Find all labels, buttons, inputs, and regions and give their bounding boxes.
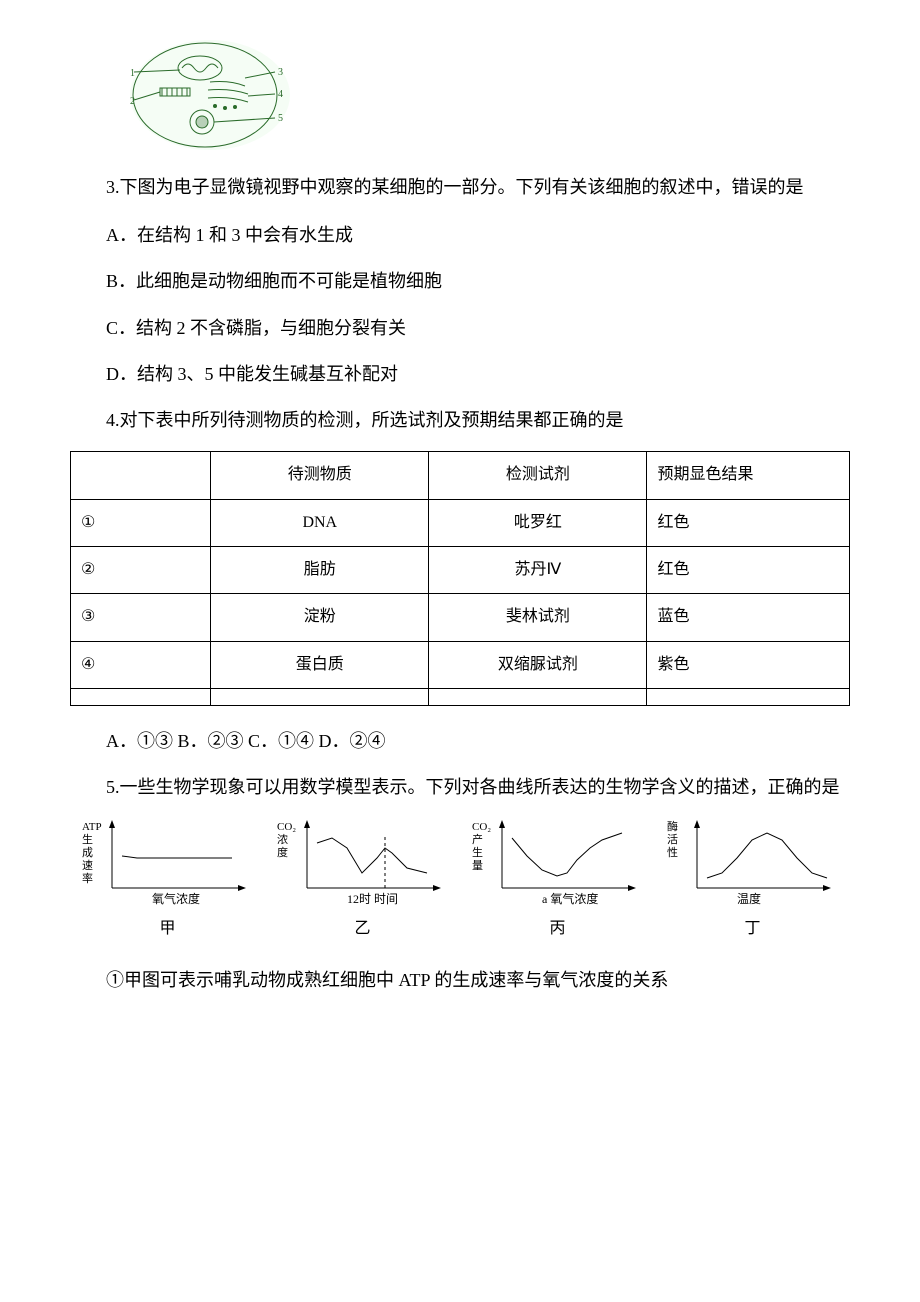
q3-option-c: C．结构 2 不含磷脂，与细胞分裂有关 (70, 311, 850, 345)
svg-text:量: 量 (472, 859, 483, 872)
table-header-row: 待测物质 检测试剂 预期显色结果 (71, 452, 850, 499)
diagram-label-4: 4 (278, 89, 283, 100)
cell-reagent: 双缩脲试剂 (429, 641, 647, 688)
header-substance: 待测物质 (211, 452, 429, 499)
cell-result: 红色 (647, 499, 850, 546)
q3-option-b: B．此细胞是动物细胞而不可能是植物细胞 (70, 264, 850, 298)
svg-text:生: 生 (82, 832, 93, 846)
cell-reagent (429, 689, 647, 706)
svg-text:2: 2 (130, 96, 135, 107)
chart-panel-yi: CO₂浓度 12时 时间 乙 (275, 818, 450, 944)
chart-panel-label: 甲 (80, 914, 255, 944)
cell-result: 紫色 (647, 641, 850, 688)
svg-text:度: 度 (277, 845, 288, 859)
row-id: ③ (71, 594, 211, 641)
svg-text:CO₂: CO₂ (472, 821, 491, 833)
q3-option-d: D．结构 3、5 中能发生碱基互补配对 (70, 357, 850, 391)
cell-diagram: 1 2 3 4 5 (130, 40, 290, 150)
q4-stem: 4.对下表中所列待测物质的检测，所选试剂及预期结果都正确的是 (70, 403, 850, 437)
row-id: ④ (71, 641, 211, 688)
q3-option-a: A．在结构 1 和 3 中会有水生成 (70, 218, 850, 252)
diagram-label-5: 5 (278, 113, 283, 124)
chart-panel-label: 丁 (665, 914, 840, 944)
chart-panel-bing: CO₂产生量 a 氧气浓度 丙 (470, 818, 645, 944)
row-id: ② (71, 546, 211, 593)
table-row: ② 脂肪 苏丹Ⅳ 红色 (71, 546, 850, 593)
cell-reagent: 苏丹Ⅳ (429, 546, 647, 593)
svg-text:氧气浓度: 氧气浓度 (152, 891, 200, 906)
svg-text:活: 活 (667, 833, 678, 846)
q5-charts-row: ATP生成速率氧气浓度 甲 CO₂浓度12时 时间 乙 CO₂产生量a 氧气浓度… (70, 818, 850, 944)
chart-bing-svg: CO₂产生量 a 氧气浓度 (470, 818, 645, 908)
svg-text:温度: 温度 (737, 891, 761, 906)
chart-jia-svg: ATP生成速率氧气浓度 (80, 818, 255, 908)
cell-result: 红色 (647, 546, 850, 593)
cell-substance: 淀粉 (211, 594, 429, 641)
chart-panel-label: 丙 (470, 914, 645, 944)
chart-panel-ding: 酶活性温度 丁 (665, 818, 840, 944)
svg-text:生: 生 (472, 845, 483, 859)
row-id: ① (71, 499, 211, 546)
cell-reagent: 吡罗红 (429, 499, 647, 546)
svg-text:CO₂: CO₂ (277, 821, 296, 833)
svg-text:酶: 酶 (667, 820, 678, 833)
svg-text:a 氧气浓度: a 氧气浓度 (542, 891, 598, 906)
table-row: ① DNA 吡罗红 红色 (71, 499, 850, 546)
cell-substance (211, 689, 429, 706)
chart-panel-label: 乙 (275, 914, 450, 944)
table-row: ④ 蛋白质 双缩脲试剂 紫色 (71, 641, 850, 688)
header-result: 预期显色结果 (647, 452, 850, 499)
svg-text:ATP: ATP (82, 821, 102, 833)
q5-stem: 5.一些生物学现象可以用数学模型表示。下列对各曲线所表达的生物学含义的描述，正确… (70, 770, 850, 804)
cell-diagram-svg: 1 2 3 4 5 (130, 40, 290, 150)
cell-substance: DNA (211, 499, 429, 546)
q4-answer-line: A．①③ B．②③ C．①④ D．②④ (70, 724, 850, 758)
svg-text:率: 率 (82, 871, 93, 885)
cell-reagent: 斐林试剂 (429, 594, 647, 641)
q3-stem: 3.下图为电子显微镜视野中观察的某细胞的一部分。下列有关该细胞的叙述中，错误的是 (70, 170, 850, 204)
chart-panel-jia: ATP生成速率氧气浓度 甲 (80, 818, 255, 944)
cell-substance: 蛋白质 (211, 641, 429, 688)
svg-text:12时 时间: 12时 时间 (347, 892, 398, 906)
svg-text:速: 速 (82, 859, 93, 872)
svg-text:性: 性 (667, 845, 678, 859)
cell-substance: 脂肪 (211, 546, 429, 593)
svg-text:成: 成 (82, 846, 93, 859)
svg-text:1: 1 (130, 68, 135, 79)
table-row (71, 689, 850, 706)
cell-result (647, 689, 850, 706)
cell-result: 蓝色 (647, 594, 850, 641)
q5-sub1: ①甲图可表示哺乳动物成熟红细胞中 ATP 的生成速率与氧气浓度的关系 (70, 963, 850, 997)
header-reagent: 检测试剂 (429, 452, 647, 499)
table-row: ③ 淀粉 斐林试剂 蓝色 (71, 594, 850, 641)
chart-ding-svg: 酶活性温度 (665, 818, 840, 908)
row-id (71, 689, 211, 706)
chart-yi-svg: CO₂浓度 12时 时间 (275, 818, 450, 908)
diagram-label-3: 3 (278, 67, 283, 78)
svg-text:产: 产 (472, 832, 483, 846)
svg-text:浓: 浓 (277, 833, 288, 846)
q4-table: 待测物质 检测试剂 预期显色结果 ① DNA 吡罗红 红色 ② 脂肪 苏丹Ⅳ 红… (70, 451, 850, 706)
header-blank (71, 452, 211, 499)
